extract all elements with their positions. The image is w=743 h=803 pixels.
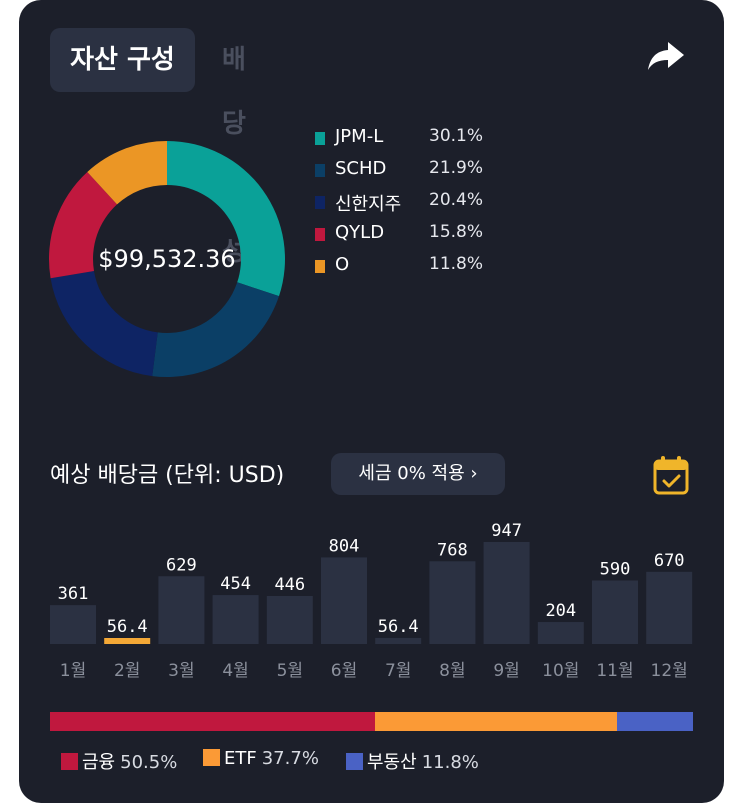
portfolio-total: $99,532.36 <box>98 245 236 273</box>
stack-segment-금융 <box>50 712 375 731</box>
bar-10월 <box>537 622 584 644</box>
donut-slice-QYLD <box>49 171 118 279</box>
category-pct: 50.5% <box>120 752 178 773</box>
legend-item: O 11.8% <box>315 252 515 280</box>
stack-segment-부동산 <box>617 712 693 731</box>
month-label: 8월 <box>439 661 465 681</box>
month-label: 4월 <box>222 661 248 681</box>
legend-name: 신한지주 <box>335 194 402 215</box>
bar-value-label: 590 <box>600 559 631 579</box>
forecast-title: 예상 배당금 (단위: USD) <box>50 463 285 488</box>
category-item-etf: ETF 37.7% <box>203 748 319 774</box>
bar-value-label: 56.4 <box>107 617 148 637</box>
legend-name: SCHD <box>335 158 387 179</box>
donut-slice-신한지주 <box>50 271 158 377</box>
category-name: ETF <box>224 748 257 769</box>
category-item-finance: 금융 50.5% <box>61 748 177 774</box>
legend-swatch <box>315 260 325 273</box>
legend-pct: 15.8% <box>429 222 484 242</box>
share-arrow-icon[interactable] <box>646 40 686 72</box>
bar-11월 <box>592 580 638 644</box>
bar-value-label: 454 <box>220 574 251 594</box>
bar-9월 <box>483 542 530 644</box>
month-label: 5월 <box>277 661 303 681</box>
bar-value-label: 804 <box>329 536 360 556</box>
donut-slice-JPM-L <box>167 141 285 297</box>
category-item-realestate: 부동산 11.8% <box>346 748 479 774</box>
category-name: 부동산 <box>367 752 417 773</box>
bar-value-label: 768 <box>437 540 468 560</box>
month-label: 3월 <box>168 661 194 681</box>
legend-item: QYLD 15.8% <box>315 220 515 248</box>
legend-item: SCHD 21.9% <box>315 156 515 184</box>
category-pct: 11.8% <box>421 752 479 773</box>
bar-2월 <box>104 638 151 644</box>
category-swatch <box>203 749 220 766</box>
legend-item: 신한지주 20.4% <box>315 188 515 216</box>
month-label: 1월 <box>60 661 86 681</box>
bar-12월 <box>646 571 693 644</box>
donut-slice-O <box>87 141 167 205</box>
legend-pct: 20.4% <box>429 190 484 210</box>
bar-value-label: 446 <box>274 575 305 595</box>
month-label: 2월 <box>114 661 140 681</box>
bar-1월 <box>50 605 96 644</box>
bar-value-label: 947 <box>491 521 522 541</box>
tax-setting-button[interactable]: 세금 0% 적용 › <box>331 453 505 495</box>
legend-name: QYLD <box>335 222 385 243</box>
bar-5월 <box>266 595 313 644</box>
month-label: 9월 <box>493 661 519 681</box>
legend-swatch <box>315 228 325 241</box>
legend-name: JPM-L <box>335 126 384 147</box>
legend-name: O <box>335 254 350 275</box>
bar-3월 <box>158 576 205 644</box>
bar-value-label: 204 <box>545 601 576 621</box>
bar-8월 <box>429 561 476 644</box>
month-label: 6월 <box>331 661 357 681</box>
bar-7월 <box>375 637 422 644</box>
legend-pct: 21.9% <box>429 158 484 178</box>
category-name: 금융 <box>82 752 116 773</box>
tab-asset-composition[interactable]: 자산 구성 <box>50 28 195 92</box>
legend-pct: 11.8% <box>429 254 484 274</box>
legend-pct: 30.1% <box>429 126 484 146</box>
month-label: 7월 <box>385 661 411 681</box>
month-label: 11월 <box>596 661 633 681</box>
legend-swatch <box>315 132 325 145</box>
category-pct: 37.7% <box>261 748 319 769</box>
bar-6월 <box>321 557 367 644</box>
bar-value-label: 56.4 <box>378 617 419 637</box>
category-swatch <box>61 753 78 770</box>
bar-value-label: 361 <box>58 584 89 604</box>
bar-value-label: 629 <box>166 555 197 575</box>
legend-swatch <box>315 164 325 177</box>
category-stacked-bar <box>50 712 693 731</box>
bar-4월 <box>212 595 259 644</box>
tab-dividend-composition[interactable]: 배당 구성 <box>222 45 246 267</box>
calendar-check-icon[interactable] <box>653 455 689 495</box>
legend-swatch <box>315 196 325 209</box>
legend-item: JPM-L 30.1% <box>315 124 515 152</box>
donut-slice-SCHD <box>152 282 279 377</box>
asset-donut-chart <box>49 141 285 377</box>
asset-card: 자산 구성 배당 구성 $99,532.36 JPM-L 30.1% SCHD 21.… <box>19 0 724 803</box>
stack-segment-ETF <box>374 712 618 731</box>
month-label: 12월 <box>651 661 688 681</box>
month-label: 10월 <box>542 661 579 681</box>
category-swatch <box>346 753 363 770</box>
bar-value-label: 670 <box>654 551 685 571</box>
